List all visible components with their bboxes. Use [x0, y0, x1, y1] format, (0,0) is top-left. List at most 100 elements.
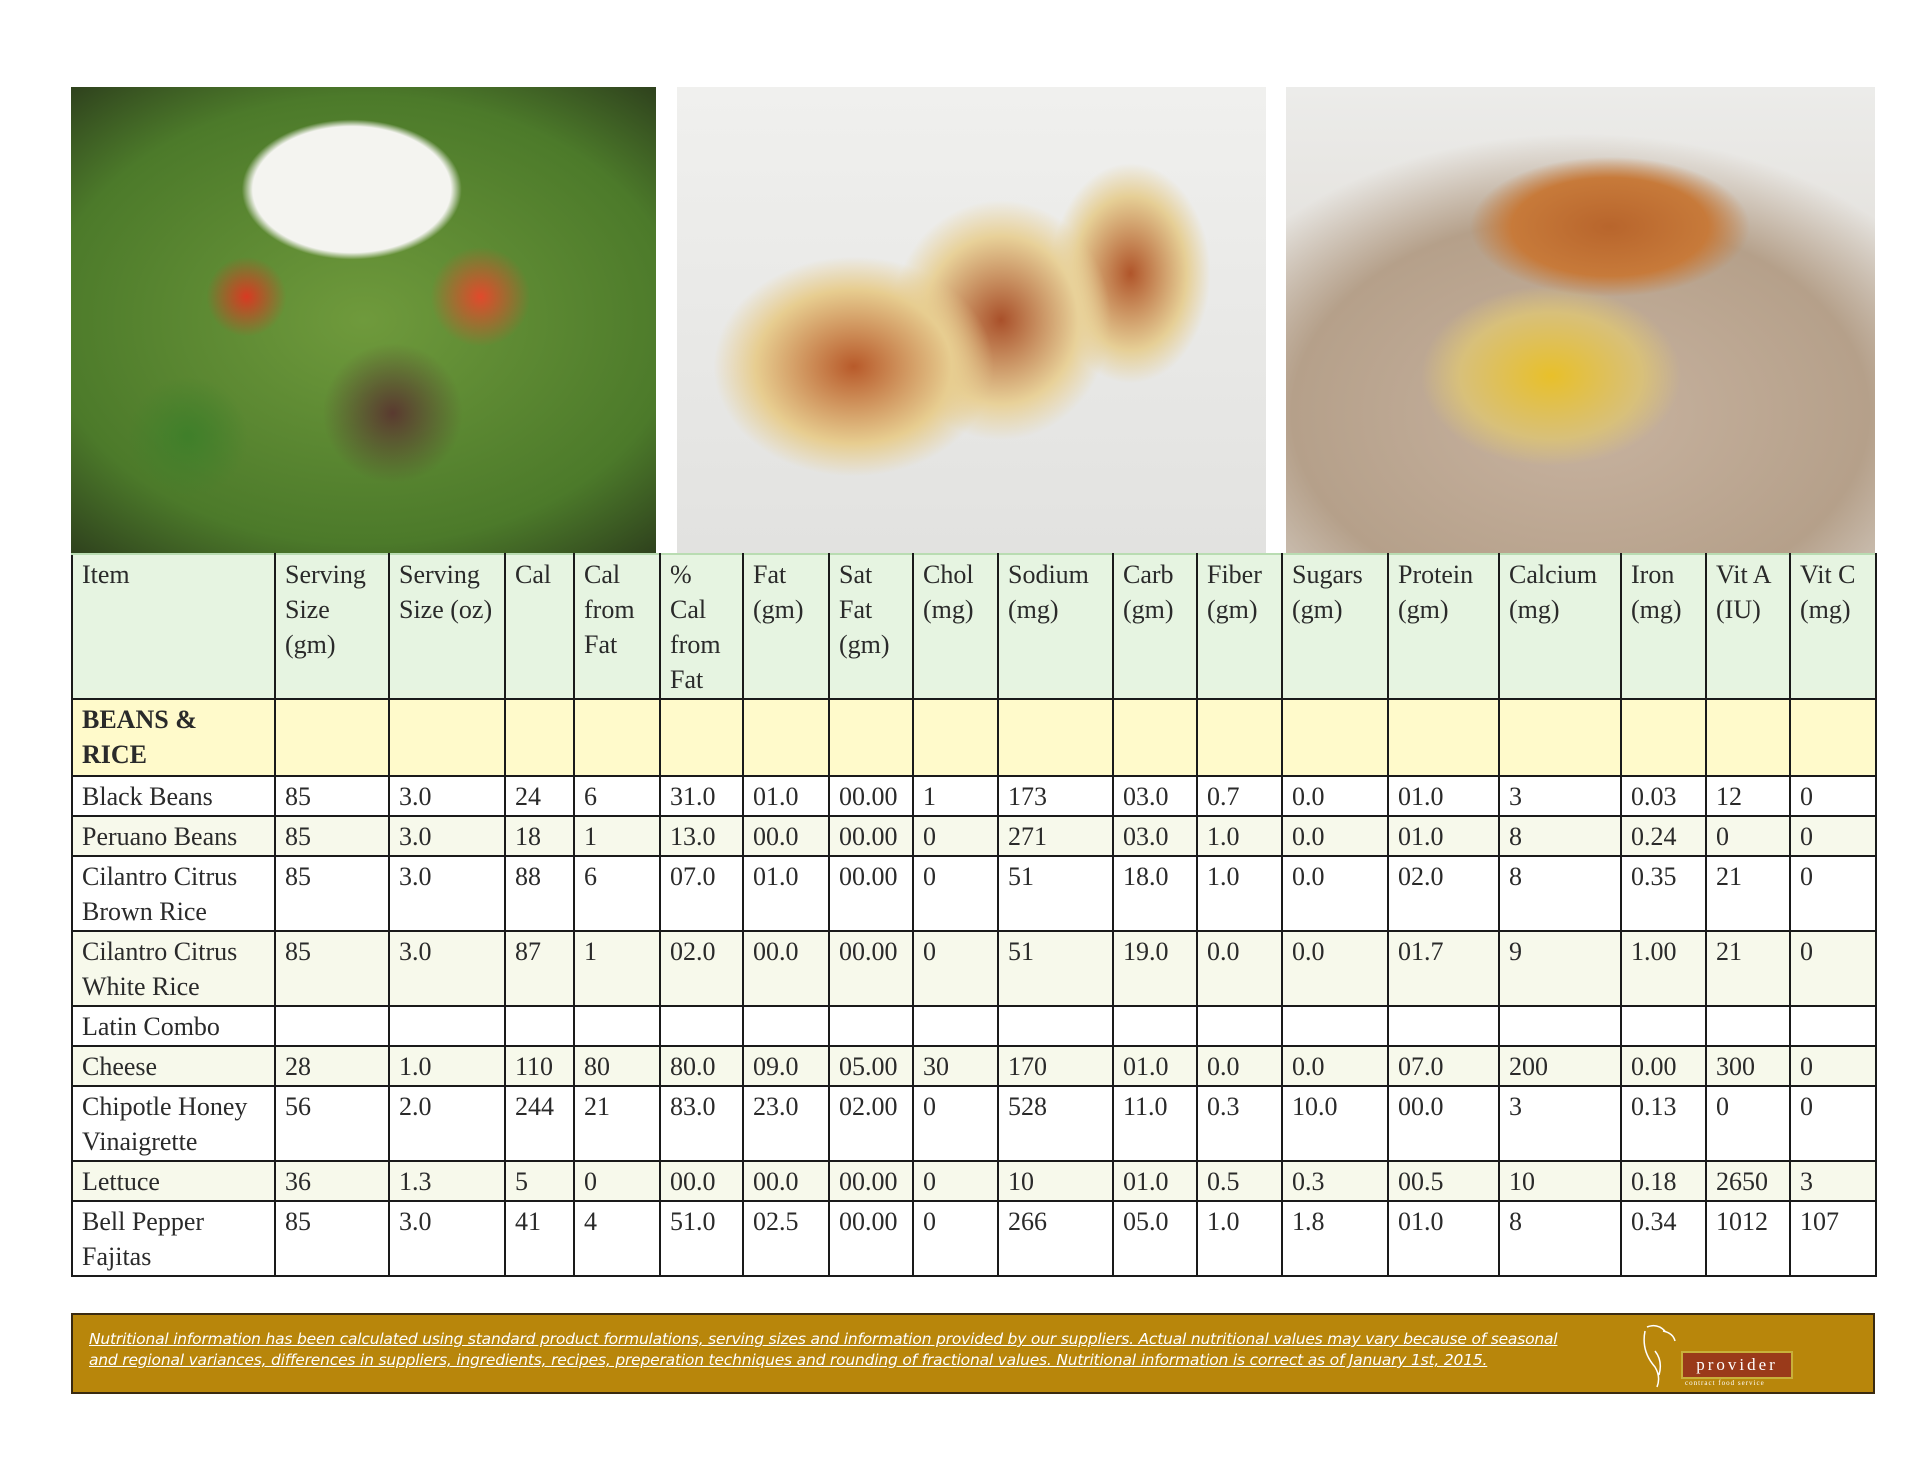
column-header: Item — [71, 553, 276, 700]
table-cell: 19.0 — [1112, 930, 1198, 1007]
table-cell — [1196, 1005, 1283, 1047]
table-cell: 1 — [912, 775, 999, 817]
column-header: Sugars (gm) — [1281, 553, 1389, 700]
table-cell: 6 — [573, 775, 661, 817]
table-cell — [1705, 1005, 1791, 1047]
table-cell: 9 — [1498, 930, 1622, 1007]
table-cell: 8 — [1498, 815, 1622, 857]
table-cell: 02.0 — [659, 930, 744, 1007]
table-row: Black Beans 85 3.0 24 6 31.0 01.0 00.00 1 173 03.0… — [71, 775, 1877, 817]
chef-figure-icon — [1643, 1324, 1676, 1388]
table-cell: 0.0 — [1281, 855, 1389, 932]
table-cell: 0.34 — [1620, 1200, 1707, 1277]
table-cell: 03.0 — [1112, 815, 1198, 857]
table-cell: 2650 — [1705, 1160, 1791, 1202]
item-name: Black Beans — [71, 775, 276, 817]
table-row: Latin Combo — [71, 1005, 1877, 1047]
table-cell: 3.0 — [388, 930, 506, 1007]
table-cell — [1112, 1005, 1198, 1047]
table-cell: 0.5 — [1196, 1160, 1283, 1202]
table-cell: 85 — [274, 775, 390, 817]
table-cell: 51.0 — [659, 1200, 744, 1277]
item-name: Chipotle Honey Vinaigrette — [71, 1085, 276, 1162]
table-cell: 41 — [504, 1200, 575, 1277]
table-cell: 00.0 — [742, 930, 830, 1007]
table-cell: 300 — [1705, 1045, 1791, 1087]
logo-tagline: contract food service — [1685, 1379, 1765, 1387]
table-cell — [1620, 698, 1707, 777]
column-header: Cal — [504, 553, 575, 700]
section-row: BEANS & RICE — [71, 698, 1877, 777]
table-cell: 00.00 — [828, 930, 914, 1007]
table-cell — [1705, 698, 1791, 777]
table-cell: 0 — [1789, 1085, 1877, 1162]
table-cell: 11.0 — [1112, 1085, 1198, 1162]
table-cell: 21 — [1705, 855, 1791, 932]
table-cell: 00.00 — [828, 855, 914, 932]
table-cell: 8 — [1498, 855, 1622, 932]
column-header: Iron (mg) — [1620, 553, 1707, 700]
table-cell: 4 — [573, 1200, 661, 1277]
item-name: Lettuce — [71, 1160, 276, 1202]
table-cell: 3 — [1789, 1160, 1877, 1202]
table-cell: 271 — [997, 815, 1114, 857]
table-cell: 01.0 — [1387, 815, 1500, 857]
table-cell: 3.0 — [388, 855, 506, 932]
table-cell: 56 — [274, 1085, 390, 1162]
table-cell: 02.00 — [828, 1085, 914, 1162]
table-cell — [742, 1005, 830, 1047]
column-header: Serving Size (oz) — [388, 553, 506, 700]
table-cell: 1.3 — [388, 1160, 506, 1202]
table-cell — [274, 698, 390, 777]
column-header: Protein (gm) — [1387, 553, 1500, 700]
table-cell — [573, 698, 661, 777]
table-cell: 0.0 — [1196, 1045, 1283, 1087]
table-cell: 0.3 — [1196, 1085, 1283, 1162]
table-cell: 1.0 — [1196, 1200, 1283, 1277]
table-cell: 0 — [1789, 815, 1877, 857]
table-row: Cilantro Citrus White Rice 85 3.0 87 1 02.0 00… — [71, 930, 1877, 1007]
table-cell: 87 — [504, 930, 575, 1007]
photo-chicken-tacos — [677, 87, 1266, 553]
table-cell: 3.0 — [388, 815, 506, 857]
table-cell: 10 — [1498, 1160, 1622, 1202]
item-name: Cilantro Citrus White Rice — [71, 930, 276, 1007]
table-cell: 02.5 — [742, 1200, 830, 1277]
table-cell: 0 — [912, 855, 999, 932]
table-cell: 0 — [1789, 930, 1877, 1007]
table-cell: 12 — [1705, 775, 1791, 817]
table-cell: 01.0 — [742, 775, 830, 817]
table-cell: 1 — [573, 930, 661, 1007]
table-cell — [1789, 1005, 1877, 1047]
column-header: Sodium (mg) — [997, 553, 1114, 700]
nutrition-disclaimer-link[interactable]: Nutritional information has been calcula… — [89, 1330, 1558, 1369]
table-cell: 00.0 — [659, 1160, 744, 1202]
table-cell — [1387, 698, 1500, 777]
table-cell: 00.0 — [1387, 1085, 1500, 1162]
column-header: Cal from Fat — [573, 553, 661, 700]
table-cell — [504, 698, 575, 777]
table-cell: 0.0 — [1281, 775, 1389, 817]
table-cell: 0 — [1705, 815, 1791, 857]
table-cell: 8 — [1498, 1200, 1622, 1277]
table-cell: 36 — [274, 1160, 390, 1202]
item-name: Peruano Beans — [71, 815, 276, 857]
table-cell: 01.7 — [1387, 930, 1500, 1007]
table-cell: 0 — [912, 1200, 999, 1277]
table-cell: 0 — [1789, 1045, 1877, 1087]
table-cell: 244 — [504, 1085, 575, 1162]
table-cell: 23.0 — [742, 1085, 830, 1162]
table-cell: 83.0 — [659, 1085, 744, 1162]
table-cell: 10.0 — [1281, 1085, 1389, 1162]
table-cell: 0.0 — [1281, 815, 1389, 857]
table-cell: 1 — [573, 815, 661, 857]
table-cell: 0.13 — [1620, 1085, 1707, 1162]
table-cell: 00.0 — [742, 1160, 830, 1202]
table-cell: 05.0 — [1112, 1200, 1198, 1277]
column-header: Fiber (gm) — [1196, 553, 1283, 700]
table-cell: 80.0 — [659, 1045, 744, 1087]
table-cell: 1012 — [1705, 1200, 1791, 1277]
column-header: Fat (gm) — [742, 553, 830, 700]
table-row: Cheese 28 1.0 110 80 80.0 09.0 05.00 30 170 01.0 0.… — [71, 1045, 1877, 1087]
table-cell — [388, 1005, 506, 1047]
